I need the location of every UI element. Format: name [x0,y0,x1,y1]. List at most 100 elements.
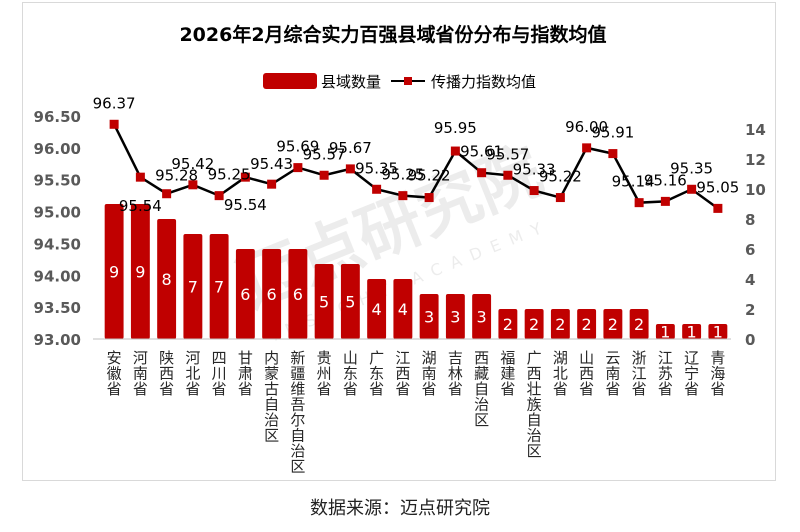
bar [288,249,308,339]
line-value-label: 95.25 [208,166,251,184]
bar-value-label: 8 [162,270,172,289]
left-tick-label: 93.00 [34,331,81,349]
bar [550,309,570,339]
x-tick-label: 青海省 [710,349,725,398]
line-marker [555,193,565,203]
line-value-label: 95.69 [276,138,319,156]
line-marker [713,203,723,213]
chart-frame: 2026年2月综合实力百强县域省份分布与指数均值 县域数量 传播力指数均值 迈点… [22,2,776,481]
bar-value-label: 4 [372,300,382,319]
bar-value-label: 5 [319,293,329,312]
bar [445,294,465,339]
bar [472,294,492,339]
bar [262,249,282,339]
x-tick-label: 吉林省 [448,349,463,398]
line-marker [687,184,697,194]
legend-bar-label: 县域数量 [321,73,381,91]
bar [577,309,597,339]
bar [393,279,413,339]
bar-value-label: 2 [555,315,565,334]
line-marker [503,170,513,180]
line-value-label: 95.54 [119,197,162,215]
bar [367,279,387,339]
line-marker [634,198,644,208]
line-value-label: 95.25 [381,166,424,184]
x-tick-label: 新疆维吾尔自治区 [290,349,305,476]
line-value-label: 95.43 [250,155,293,173]
x-tick-label: 四川省 [212,349,227,398]
right-tick-label: 4 [745,271,755,289]
bar [682,324,702,339]
bar [340,264,360,339]
line-marker [582,143,592,153]
left-tick-label: 94.00 [34,267,81,285]
x-tick-label: 江西省 [395,349,410,398]
line-marker [319,170,329,180]
line-marker [267,179,277,189]
line-value-label: 95.33 [513,161,556,179]
bar [419,294,439,339]
x-tick-label: 云南省 [605,349,620,398]
x-tick-label: 甘肃省 [238,349,253,398]
bar-line-chart: 2026年2月综合实力百强县域省份分布与指数均值 县域数量 传播力指数均值 迈点… [34,23,766,476]
left-tick-label: 95.00 [34,204,81,222]
line-value-label: 95.95 [434,119,477,137]
line-value-label: 95.05 [696,178,739,196]
line-marker [135,172,145,182]
line-marker [424,193,434,203]
line-marker [293,163,303,173]
legend-bar-swatch [263,73,317,89]
line-marker [188,180,198,190]
line-value-label: 95.22 [539,168,582,186]
line-value-label: 95.57 [303,145,346,163]
bar-value-label: 2 [529,315,539,334]
line-marker [345,164,355,174]
bar [524,309,544,339]
bar-value-label: 2 [634,315,644,334]
legend: 县域数量 传播力指数均值 [263,73,536,91]
right-tick-label: 6 [745,241,755,259]
bar-value-label: 1 [713,323,723,342]
line-value-label: 95.28 [155,167,198,185]
line-value-label: 95.54 [224,196,267,214]
bar [183,234,203,339]
line-value-label: 95.91 [591,124,634,142]
chart-title: 2026年2月综合实力百强县域省份分布与指数均值 [179,23,606,46]
bar-value-label: 4 [398,300,408,319]
x-tick-label: 贵州省 [317,349,332,398]
bar-value-label: 9 [109,263,119,282]
line-value-label: 95.14 [612,173,655,191]
line-value-label: 95.22 [408,167,451,185]
bar-value-label: 7 [188,278,198,297]
right-tick-label: 14 [745,121,766,139]
left-axis: 93.00 93.50 94.00 94.50 95.00 95.50 96.00 96.50 [34,108,81,349]
bar-value-label: 3 [424,308,434,327]
line-value-label: 95.35 [355,159,398,177]
x-tick-label: 福建省 [500,349,515,398]
line-value-label: 95.42 [171,155,214,173]
line-marker [529,186,539,196]
x-tick-label: 山东省 [343,349,358,398]
bar [498,309,518,339]
bar [655,324,675,339]
left-tick-label: 93.50 [34,299,81,317]
bar-value-label: 1 [660,323,670,342]
line-marker [214,191,224,201]
x-tick-label: 湖北省 [553,349,568,398]
line-marker [608,149,618,159]
bar-value-label: 6 [293,285,303,304]
right-tick-label: 10 [745,181,766,199]
bar [235,249,255,339]
legend-line-marker [404,77,412,85]
line-marker [660,196,670,206]
line-marker [398,191,408,201]
x-tick-label: 辽宁省 [684,349,699,398]
line-value-label: 96.00 [565,118,608,136]
right-axis: 0 2 4 6 8 10 12 14 [745,121,766,349]
bar-value-label: 5 [345,293,355,312]
left-tick-label: 96.50 [34,108,81,126]
x-tick-label: 江苏省 [658,349,673,398]
left-tick-label: 95.50 [34,172,81,190]
line-marker [477,168,487,178]
